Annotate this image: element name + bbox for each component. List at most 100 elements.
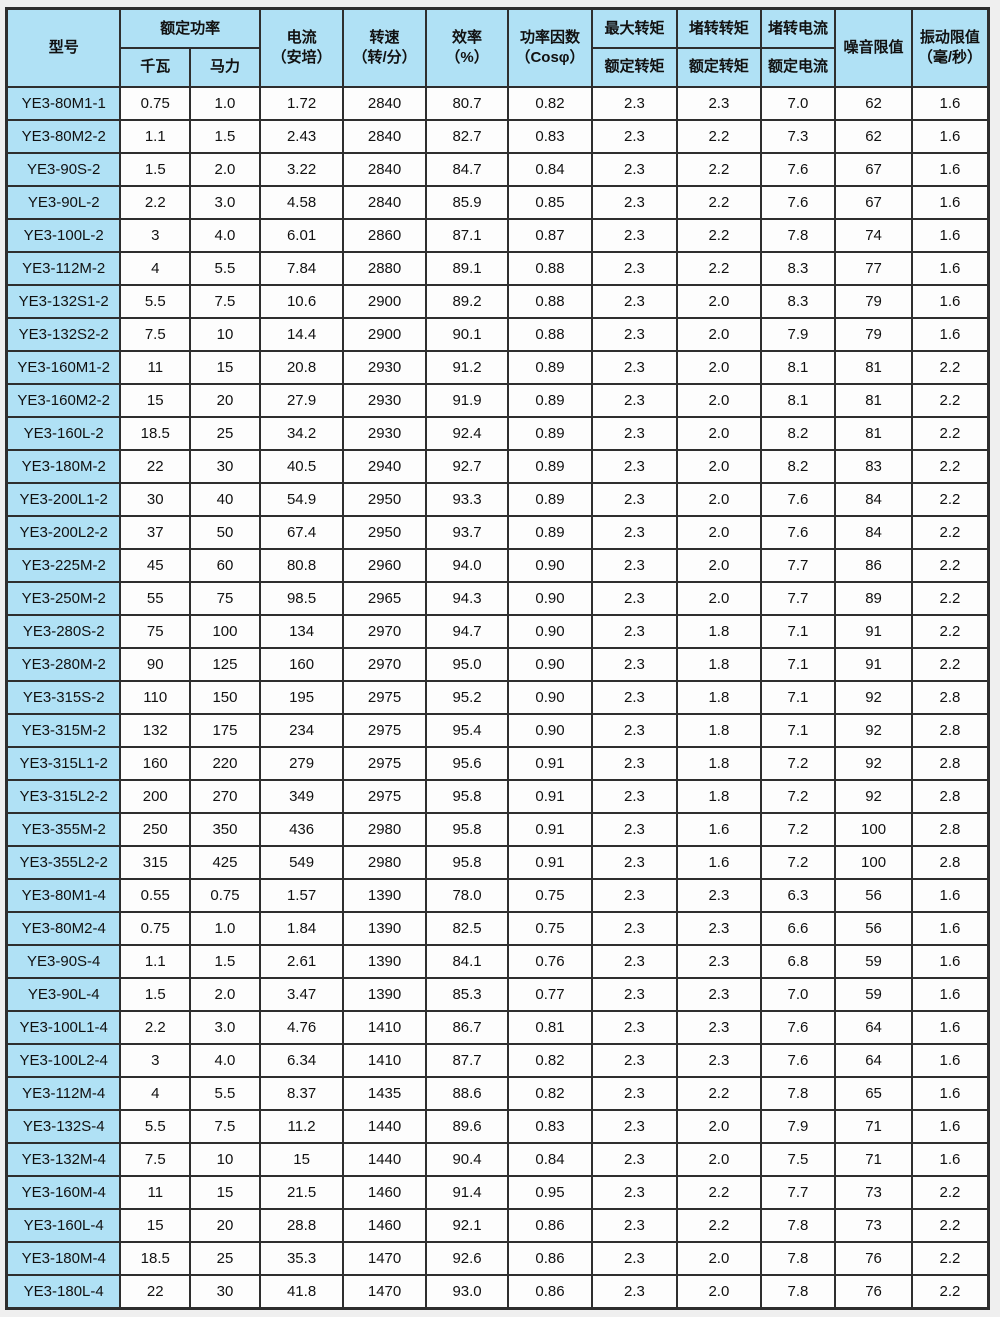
value-cell: 1435 (342, 1075, 427, 1111)
value-cell: 2.3 (590, 1108, 679, 1144)
value-cell: 2.0 (189, 151, 261, 187)
model-cell: YE3-80M1-1 (5, 85, 122, 121)
value-cell: 2.3 (590, 745, 679, 781)
value-cell: 7.5 (759, 1141, 837, 1177)
value-cell: 30 (119, 481, 192, 517)
value-cell: 2.3 (590, 283, 679, 319)
value-cell: 2.3 (676, 943, 762, 979)
value-cell: 125 (189, 646, 261, 682)
value-cell: 2.0 (676, 415, 762, 451)
value-cell: 60 (189, 547, 261, 583)
value-cell: 80.8 (258, 547, 345, 583)
value-cell: 11 (119, 349, 192, 385)
value-cell: 37 (119, 514, 192, 550)
value-cell: 1.84 (258, 910, 345, 946)
table-row: YE3-112M-2 4 5.5 7.84 2880 89.1 0.88 2.3 2.2 8.3 7… (5, 250, 990, 286)
value-cell: 349 (258, 778, 345, 814)
value-cell: 0.90 (507, 580, 593, 616)
value-cell: 28.8 (258, 1207, 345, 1243)
value-cell: 30 (189, 448, 261, 484)
value-cell: 4.0 (189, 217, 261, 253)
table-row: YE3-100L1-4 2.2 3.0 4.76 1410 86.7 0.81 2.3 2.3 7… (5, 1009, 990, 1045)
value-cell: 2.0 (676, 547, 762, 583)
value-cell: 0.86 (507, 1207, 593, 1243)
value-cell: 95.4 (424, 712, 510, 748)
value-cell: 64 (834, 1009, 913, 1045)
table-row: YE3-280S-2 75 100 134 2970 94.7 0.90 2.3 1.8 7.1 9… (5, 613, 990, 649)
value-cell: 7.7 (759, 547, 837, 583)
value-cell: 81 (834, 349, 913, 385)
value-cell: 81 (834, 382, 913, 418)
value-cell: 2.3 (590, 1009, 679, 1045)
value-cell: 20.8 (258, 349, 345, 385)
value-cell: 200 (119, 778, 192, 814)
value-cell: 0.75 (507, 877, 593, 913)
value-cell: 88.6 (424, 1075, 510, 1111)
value-cell: 2.3 (590, 976, 679, 1012)
value-cell: 2.2 (119, 1009, 192, 1045)
value-cell: 7.5 (119, 1141, 192, 1177)
value-cell: 2.3 (590, 349, 679, 385)
value-cell: 2.2 (676, 1174, 762, 1210)
value-cell: 1.57 (258, 877, 345, 913)
value-cell: 2.0 (676, 1273, 762, 1310)
table-row: YE3-180M-4 18.5 25 35.3 1470 92.6 0.86 2.3 2.0 7.… (5, 1240, 990, 1276)
value-cell: 10 (189, 316, 261, 352)
table-row: YE3-315L1-2 160 220 279 2975 95.6 0.91 2.3 1.8 7.… (5, 745, 990, 781)
value-cell: 2.3 (590, 118, 679, 154)
value-cell: 15 (189, 1174, 261, 1210)
value-cell: 2.3 (590, 844, 679, 880)
header-speed: 转速 （转/分） (342, 7, 427, 88)
value-cell: 25 (189, 1240, 261, 1276)
value-cell: 41.8 (258, 1273, 345, 1310)
value-cell: 2.43 (258, 118, 345, 154)
value-cell: 1.6 (910, 217, 990, 253)
value-cell: 89 (834, 580, 913, 616)
value-cell: 2.2 (910, 349, 990, 385)
value-cell: 25 (189, 415, 261, 451)
value-cell: 1.6 (910, 976, 990, 1012)
model-cell: YE3-90S-2 (5, 151, 122, 187)
value-cell: 40 (189, 481, 261, 517)
value-cell: 0.85 (507, 184, 593, 220)
value-cell: 160 (258, 646, 345, 682)
value-cell: 7.5 (119, 316, 192, 352)
value-cell: 2.0 (676, 382, 762, 418)
value-cell: 86.7 (424, 1009, 510, 1045)
value-cell: 89.1 (424, 250, 510, 286)
value-cell: 7.8 (759, 217, 837, 253)
value-cell: 45 (119, 547, 192, 583)
model-cell: YE3-112M-4 (5, 1075, 122, 1111)
value-cell: 75 (189, 580, 261, 616)
value-cell: 2.0 (676, 580, 762, 616)
header-power-factor: 功率因数 （Cosφ） (507, 7, 593, 88)
value-cell: 2930 (342, 382, 427, 418)
value-cell: 2.0 (676, 349, 762, 385)
value-cell: 2.3 (590, 877, 679, 913)
value-cell: 7.3 (759, 118, 837, 154)
value-cell: 92.7 (424, 448, 510, 484)
header-model: 型号 (5, 7, 122, 88)
table-row: YE3-80M2-4 0.75 1.0 1.84 1390 82.5 0.75 2.3 2.3 6… (5, 910, 990, 946)
value-cell: 7.2 (759, 745, 837, 781)
value-cell: 10 (189, 1141, 261, 1177)
value-cell: 1.6 (910, 943, 990, 979)
value-cell: 7.7 (759, 580, 837, 616)
value-cell: 0.88 (507, 283, 593, 319)
model-cell: YE3-355L2-2 (5, 844, 122, 880)
value-cell: 2900 (342, 316, 427, 352)
value-cell: 2.3 (590, 943, 679, 979)
value-cell: 84.7 (424, 151, 510, 187)
value-cell: 2975 (342, 778, 427, 814)
value-cell: 1.0 (189, 910, 261, 946)
value-cell: 56 (834, 910, 913, 946)
value-cell: 8.1 (759, 382, 837, 418)
value-cell: 1.0 (189, 85, 261, 121)
value-cell: 0.82 (507, 85, 593, 121)
table-row: YE3-132M-4 7.5 10 15 1440 90.4 0.84 2.3 2.0 7.5 71… (5, 1141, 990, 1177)
value-cell: 2.3 (590, 316, 679, 352)
value-cell: 78.0 (424, 877, 510, 913)
value-cell: 1.6 (910, 184, 990, 220)
value-cell: 100 (834, 844, 913, 880)
value-cell: 7.6 (759, 1042, 837, 1078)
